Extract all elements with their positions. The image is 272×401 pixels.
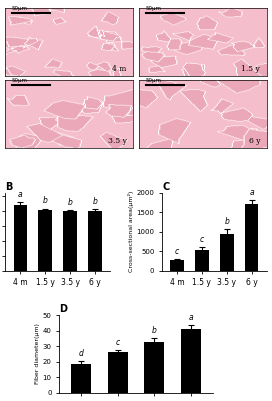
Bar — [71, 364, 91, 393]
Bar — [245, 205, 258, 271]
Text: 50μm: 50μm — [146, 78, 162, 83]
Y-axis label: Fiber diameter(μm): Fiber diameter(μm) — [35, 324, 40, 385]
Bar — [108, 352, 128, 393]
Text: 50μm: 50μm — [12, 78, 28, 83]
Bar — [144, 342, 164, 393]
Text: 3.5 y: 3.5 y — [107, 137, 126, 145]
Text: b: b — [92, 197, 97, 206]
Text: c: c — [116, 338, 120, 347]
Text: a: a — [188, 313, 193, 322]
Text: d: d — [79, 349, 84, 358]
Text: a: a — [18, 190, 23, 199]
Text: c: c — [175, 247, 179, 256]
Bar — [195, 249, 209, 271]
Text: 50μm: 50μm — [146, 6, 162, 12]
Bar — [181, 329, 201, 393]
Text: b: b — [68, 198, 73, 207]
Text: B: B — [5, 182, 13, 192]
Text: b: b — [43, 196, 48, 205]
Bar — [170, 260, 184, 271]
Y-axis label: Cross-sectional area(μm²): Cross-sectional area(μm²) — [128, 191, 134, 272]
Text: C: C — [162, 182, 169, 192]
Text: 4 m: 4 m — [112, 65, 126, 73]
Text: 1.5 y: 1.5 y — [242, 65, 260, 73]
Text: b: b — [224, 217, 229, 226]
Text: a: a — [249, 188, 254, 196]
Text: 50μm: 50μm — [12, 6, 28, 12]
Text: b: b — [152, 326, 157, 335]
Bar — [63, 211, 77, 271]
Text: 6 y: 6 y — [249, 137, 260, 145]
Bar — [14, 205, 27, 271]
Text: A: A — [8, 12, 16, 22]
Bar — [38, 210, 52, 271]
Bar — [220, 234, 234, 271]
Bar — [88, 211, 102, 271]
Text: c: c — [200, 235, 204, 244]
Text: D: D — [59, 304, 67, 314]
